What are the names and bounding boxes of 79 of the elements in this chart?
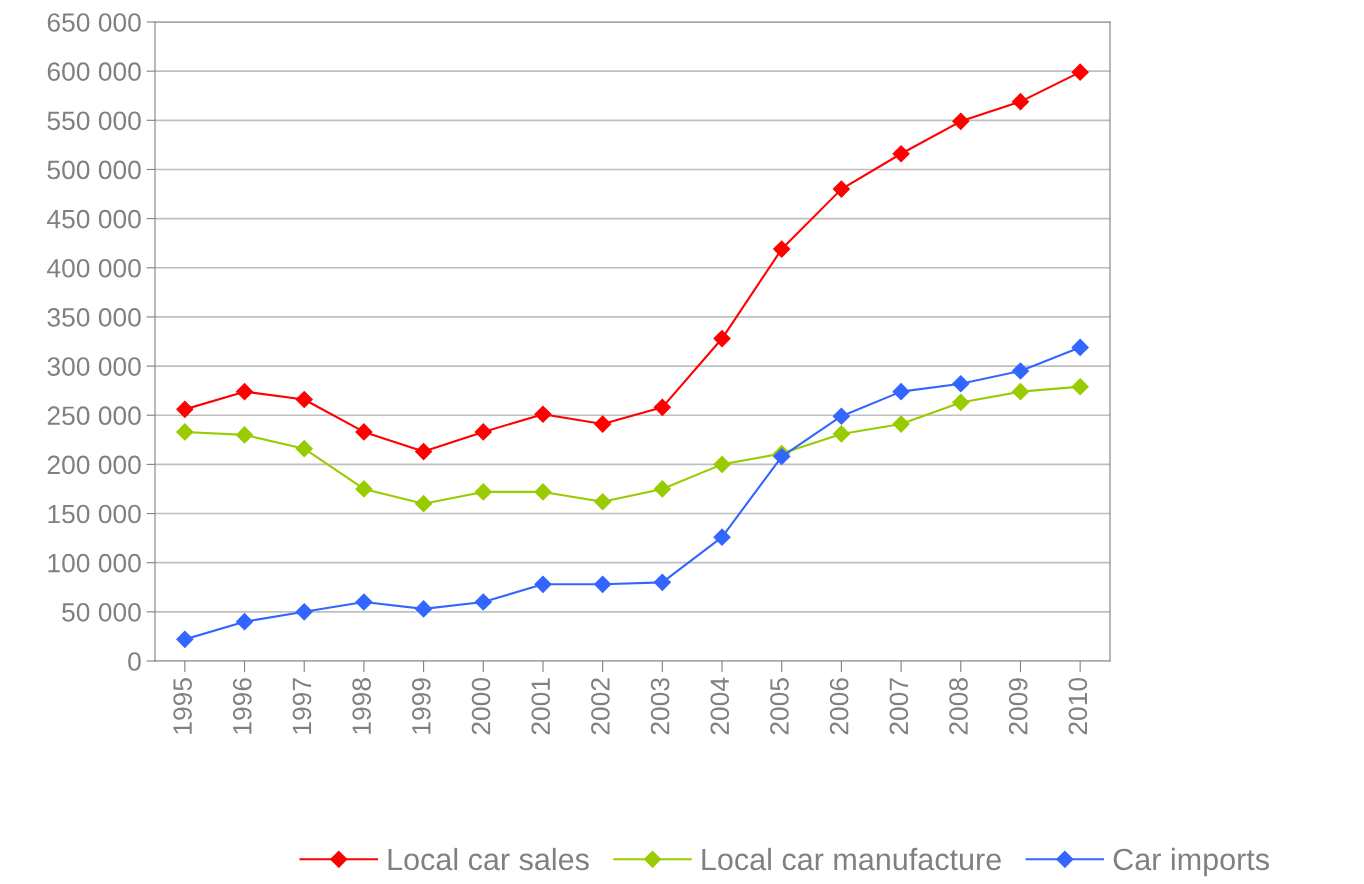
point	[773, 240, 791, 258]
x-tick-label: 2004	[710, 677, 730, 735]
point	[594, 575, 612, 593]
point	[1071, 378, 1089, 396]
x-tick-label: 2001	[531, 678, 551, 735]
x-tick-label: 2000	[471, 678, 491, 735]
point	[474, 593, 492, 611]
point	[952, 375, 970, 393]
y-tick-label: 100 000	[48, 553, 141, 573]
y-tick-label: 200 000	[47, 455, 141, 475]
point	[713, 455, 731, 473]
y-tick-label: 50 000	[62, 602, 141, 622]
y-tick-label: 150 000	[48, 504, 141, 524]
point	[1071, 63, 1089, 81]
point	[832, 180, 850, 198]
legend-label: Local car manufacture	[702, 847, 1001, 871]
point	[713, 528, 731, 546]
point	[355, 423, 373, 441]
point	[594, 415, 612, 433]
point	[355, 593, 373, 611]
point	[653, 480, 671, 498]
point	[415, 600, 433, 618]
point	[534, 575, 552, 593]
y-tick-label: 0	[128, 652, 141, 671]
x-tick-label: 2006	[829, 678, 849, 735]
x-tick-label: 1998	[352, 678, 371, 734]
point	[594, 493, 612, 511]
x-tick-label: 2008	[949, 678, 968, 735]
point	[474, 423, 492, 441]
y-tick-label: 250 000	[47, 406, 141, 426]
y-tick-label: 450 000	[47, 209, 141, 229]
point	[176, 400, 194, 418]
point	[295, 603, 313, 621]
point	[1011, 383, 1030, 401]
x-tick-label: 2003	[650, 678, 670, 735]
point	[295, 440, 313, 458]
x-tick-label: 2002	[591, 678, 610, 735]
point	[1011, 362, 1030, 380]
point	[952, 393, 970, 412]
point	[235, 383, 254, 401]
point	[653, 398, 671, 416]
point	[355, 480, 373, 498]
point	[534, 483, 552, 501]
y-tick-label: 650 000	[47, 13, 141, 32]
x-tick-label: 1999	[411, 678, 431, 734]
y-tick-label: 500 000	[47, 160, 141, 180]
point	[892, 383, 910, 401]
y-tick-label: 350 000	[47, 308, 141, 327]
point	[534, 405, 552, 423]
y-tick-label: 550 000	[47, 111, 141, 131]
point	[653, 573, 671, 591]
x-tick-label: 2007	[889, 678, 909, 735]
y-tick-label: 300 000	[47, 357, 141, 376]
point	[474, 483, 492, 501]
point	[1011, 93, 1030, 111]
point	[235, 613, 254, 631]
x-tick-label: 2005	[770, 678, 789, 735]
point	[295, 390, 313, 409]
point	[892, 415, 910, 433]
point	[832, 407, 850, 425]
point	[415, 443, 433, 461]
y-tick-label: 400 000	[47, 258, 141, 278]
x-tick-label: 1995	[173, 678, 192, 734]
legend-label: Car imports	[1113, 847, 1269, 877]
point	[176, 630, 194, 648]
point	[892, 145, 910, 163]
point	[952, 112, 970, 130]
x-tick-label: 1996	[232, 678, 252, 734]
x-tick-label: 1997	[292, 678, 312, 734]
point	[832, 425, 850, 443]
point	[713, 329, 731, 348]
x-tick-label: 2009	[1008, 678, 1028, 735]
legend-label: Local car sales	[388, 847, 589, 871]
x-tick-label: 2010	[1068, 678, 1088, 735]
point	[176, 423, 194, 441]
point	[1071, 338, 1089, 356]
y-tick-label: 600 000	[47, 62, 141, 81]
point	[415, 495, 433, 513]
point	[235, 426, 254, 444]
